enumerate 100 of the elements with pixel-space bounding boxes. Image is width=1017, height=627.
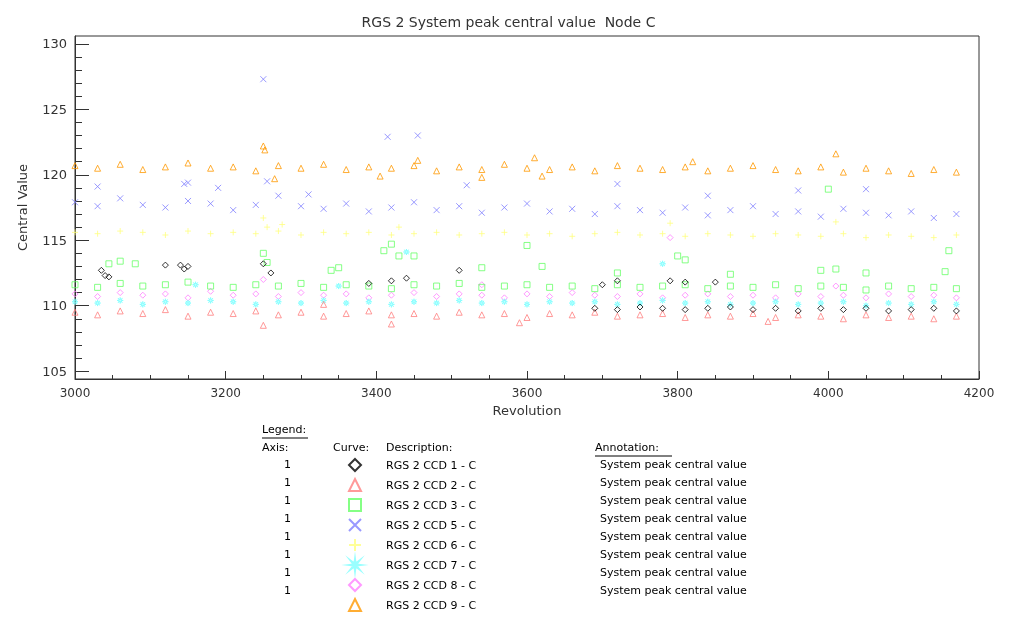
point — [207, 287, 215, 295]
y-tick-label: 125 — [42, 101, 67, 117]
text: Description: — [386, 441, 453, 454]
point — [94, 202, 102, 210]
point — [794, 290, 802, 298]
point — [839, 315, 847, 323]
point — [772, 313, 780, 321]
point — [261, 146, 269, 154]
point — [726, 293, 734, 301]
point — [862, 234, 870, 242]
point — [659, 310, 667, 318]
point — [274, 162, 282, 170]
point — [907, 300, 915, 308]
point — [591, 308, 599, 316]
point — [794, 207, 802, 215]
point — [455, 266, 463, 274]
point — [402, 274, 410, 282]
point — [252, 230, 260, 238]
point — [116, 194, 124, 202]
point — [410, 162, 418, 170]
point — [794, 186, 802, 194]
point — [839, 230, 847, 238]
point — [546, 230, 554, 238]
point — [681, 306, 689, 314]
point — [274, 227, 282, 235]
point — [176, 261, 184, 269]
point — [252, 167, 260, 175]
point — [455, 308, 463, 316]
point — [681, 313, 689, 321]
point — [410, 298, 418, 306]
point — [184, 312, 192, 320]
point — [749, 306, 757, 314]
point — [94, 299, 102, 307]
point — [666, 277, 674, 285]
point — [478, 291, 486, 299]
point — [591, 298, 599, 306]
legend-title: Legend: — [262, 423, 307, 436]
point — [531, 154, 539, 162]
point — [681, 299, 689, 307]
text: 1 — [284, 530, 291, 543]
point — [636, 299, 644, 307]
point — [659, 304, 667, 312]
point — [161, 163, 169, 171]
point — [252, 290, 260, 298]
point — [659, 209, 667, 217]
text: Axis: — [262, 441, 289, 454]
point — [681, 204, 689, 211]
point — [885, 313, 893, 321]
point — [184, 294, 192, 302]
y-tick-label: 105 — [42, 363, 67, 379]
point — [139, 300, 147, 308]
point — [832, 150, 840, 158]
point — [817, 232, 825, 240]
point — [161, 261, 169, 269]
point — [907, 232, 915, 240]
text: System peak central value — [600, 530, 748, 543]
point — [726, 231, 734, 239]
point — [433, 299, 441, 307]
point — [726, 312, 734, 320]
point — [229, 291, 237, 299]
y-tick-label: 120 — [42, 167, 67, 183]
point — [387, 300, 395, 308]
text: Annotation: — [595, 441, 660, 454]
point — [252, 300, 260, 308]
legend-label: RGS 2 CCD 1 - C — [386, 458, 477, 472]
point — [365, 307, 373, 315]
point — [952, 312, 960, 320]
point — [342, 290, 350, 298]
point — [365, 163, 373, 171]
point — [772, 294, 780, 302]
point — [478, 230, 486, 238]
point — [523, 231, 531, 239]
point — [229, 310, 237, 318]
point — [297, 308, 305, 316]
point — [952, 300, 960, 308]
point — [184, 179, 192, 187]
point — [433, 293, 441, 301]
point — [274, 311, 282, 319]
point — [538, 172, 546, 180]
text: 1 — [284, 494, 291, 507]
point — [71, 298, 79, 306]
point — [342, 310, 350, 318]
point — [659, 166, 667, 174]
point — [342, 299, 350, 307]
point — [263, 177, 271, 185]
point — [116, 227, 124, 235]
point — [523, 200, 531, 208]
legend-label: RGS 2 CCD 7 - C — [386, 558, 477, 572]
point — [681, 291, 689, 299]
point — [907, 169, 915, 177]
point — [568, 205, 576, 213]
point — [139, 228, 147, 236]
point — [297, 231, 305, 239]
point — [613, 312, 621, 320]
point — [274, 298, 282, 306]
text: System peak central value — [600, 512, 748, 525]
point — [376, 172, 384, 180]
point — [591, 291, 599, 299]
point — [455, 163, 463, 171]
point — [305, 190, 313, 198]
